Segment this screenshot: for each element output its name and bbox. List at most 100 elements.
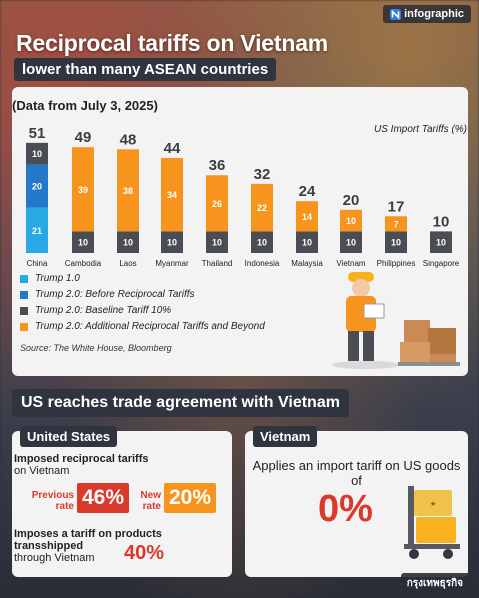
page-subtitle: lower than many ASEAN countries — [14, 58, 277, 81]
y-axis-label: US Import Tariffs (%) — [374, 124, 467, 135]
segment-label: 10 — [212, 238, 222, 248]
category-tick-label: Indonesia — [245, 259, 280, 268]
segment-label: 39 — [78, 185, 88, 195]
bar-total-label: 44 — [164, 140, 181, 157]
category-tick-label: Myanmar — [155, 259, 189, 268]
bar-segment — [385, 231, 407, 253]
bar-segment — [26, 142, 48, 165]
chart-legend: Trump 1.0 Trump 2.0: Before Reciprocal T… — [20, 273, 265, 332]
us-tag: United States — [20, 426, 118, 447]
infographic-logo-icon — [390, 8, 402, 20]
segment-label: 10 — [257, 238, 267, 248]
bar-segment — [72, 147, 94, 232]
legend-label: Trump 2.0: Additional Reciprocal Tariffs… — [35, 321, 265, 332]
bar-total-label: 24 — [299, 183, 316, 200]
bar-segment — [340, 231, 362, 253]
bar-total-label: 20 — [343, 192, 360, 209]
us-reciprocal-bold: Imposed reciprocal tariffs — [14, 453, 149, 465]
us-transship-light: through Vietnam — [14, 552, 95, 564]
segment-label: 34 — [167, 190, 177, 200]
segment-label: 10 — [346, 216, 356, 226]
segment-label: 10 — [123, 238, 133, 248]
segment-label: 14 — [302, 212, 312, 222]
bar-segment — [26, 207, 48, 253]
bar-segment — [385, 216, 407, 232]
legend-label: Trump 1.0 — [35, 273, 80, 284]
category-tick-label: Malaysia — [291, 259, 323, 268]
bar-segment — [296, 231, 318, 253]
legend-item: Trump 2.0: Before Reciprocal Tariffs — [20, 289, 265, 300]
category-tick-label: Laos — [119, 259, 136, 268]
legend-swatch — [20, 322, 28, 331]
segment-label: 10 — [436, 238, 446, 248]
us-transship-bold: Imposes a tariff on products transshippe… — [14, 528, 162, 552]
cargo-cart-illustration: ★ — [404, 486, 460, 559]
segment-label: 10 — [302, 238, 312, 248]
bar-total-label: 32 — [254, 166, 271, 183]
new-rate-value: 20% — [164, 483, 216, 513]
category-tick-label: Thailand — [202, 259, 233, 268]
segment-label: 10 — [167, 238, 177, 248]
segment-label: 10 — [78, 238, 88, 248]
legend-swatch — [20, 290, 28, 299]
bar-segment — [161, 157, 183, 232]
brand-logo: infographic — [383, 5, 471, 23]
bar-segment — [296, 201, 318, 232]
bar-segment — [72, 231, 94, 253]
previous-rate-label: Previous rate — [31, 490, 74, 512]
svg-text:★: ★ — [430, 500, 436, 508]
brand-name: infographic — [404, 8, 464, 20]
legend-item: Trump 1.0 — [20, 273, 265, 284]
vietnam-tariff-text: Applies an import tariff on US goods of — [252, 458, 461, 488]
page-title: Reciprocal tariffs on Vietnam — [16, 30, 329, 56]
chart-date-note: (Data from July 3, 2025) — [12, 98, 158, 113]
segment-label: 10 — [346, 238, 356, 248]
previous-rate-value: 46% — [77, 483, 129, 513]
us-transship-text: Imposes a tariff on products transshippe… — [14, 528, 164, 564]
legend-item: Trump 2.0: Baseline Tariff 10% — [20, 305, 265, 316]
bar-segment — [117, 231, 139, 253]
bar-total-label: 10 — [433, 213, 450, 230]
bar-total-label: 17 — [388, 198, 405, 215]
us-reciprocal-text: Imposed reciprocal tariffs on Vietnam — [14, 453, 214, 477]
segment-label: 26 — [212, 199, 222, 209]
bar-segment — [206, 175, 228, 232]
category-tick-label: Vietnam — [336, 259, 366, 268]
bar-total-label: 51 — [29, 125, 46, 142]
bar-segment — [251, 231, 273, 253]
category-tick-label: Singapore — [423, 259, 460, 268]
segment-label: 7 — [393, 219, 398, 229]
bar-segment — [117, 149, 139, 232]
agreement-section-title: US reaches trade agreement with Vietnam — [12, 389, 349, 417]
us-reciprocal-light: on Vietnam — [14, 465, 70, 477]
segment-label: 10 — [32, 149, 42, 159]
category-tick-label: Philippines — [377, 259, 416, 268]
new-rate-label: New rate — [140, 490, 161, 512]
worker-with-boxes-illustration — [332, 272, 460, 369]
legend-label: Trump 2.0: Baseline Tariff 10% — [35, 305, 172, 316]
legend-swatch — [20, 274, 28, 283]
bar-segment — [161, 231, 183, 253]
bar-segment — [206, 231, 228, 253]
legend-swatch — [20, 306, 28, 315]
bar-total-label: 48 — [120, 131, 137, 148]
legend-item: Trump 2.0: Additional Reciprocal Tariffs… — [20, 321, 265, 332]
transship-tariff-value: 40% — [124, 542, 165, 564]
segment-label: 38 — [123, 186, 133, 196]
segment-label: 21 — [32, 226, 42, 236]
segment-label: 10 — [391, 238, 401, 248]
vietnam-tag: Vietnam — [253, 426, 318, 447]
bar-segment — [251, 183, 273, 232]
category-tick-label: Cambodia — [65, 259, 102, 268]
publisher-footer: กรุงเทพธุรกิจ — [400, 573, 469, 594]
segment-label: 20 — [32, 182, 42, 192]
bar-segment — [26, 164, 48, 208]
bar-segment — [430, 231, 452, 253]
legend-label: Trump 2.0: Before Reciprocal Tariffs — [35, 289, 195, 300]
category-tick-label: China — [27, 259, 48, 268]
chart-source: Source: The White House, Bloomberg — [20, 343, 172, 353]
bar-segment — [340, 209, 362, 232]
segment-label: 22 — [257, 203, 267, 213]
vietnam-tariff-value: 0% — [318, 488, 373, 530]
